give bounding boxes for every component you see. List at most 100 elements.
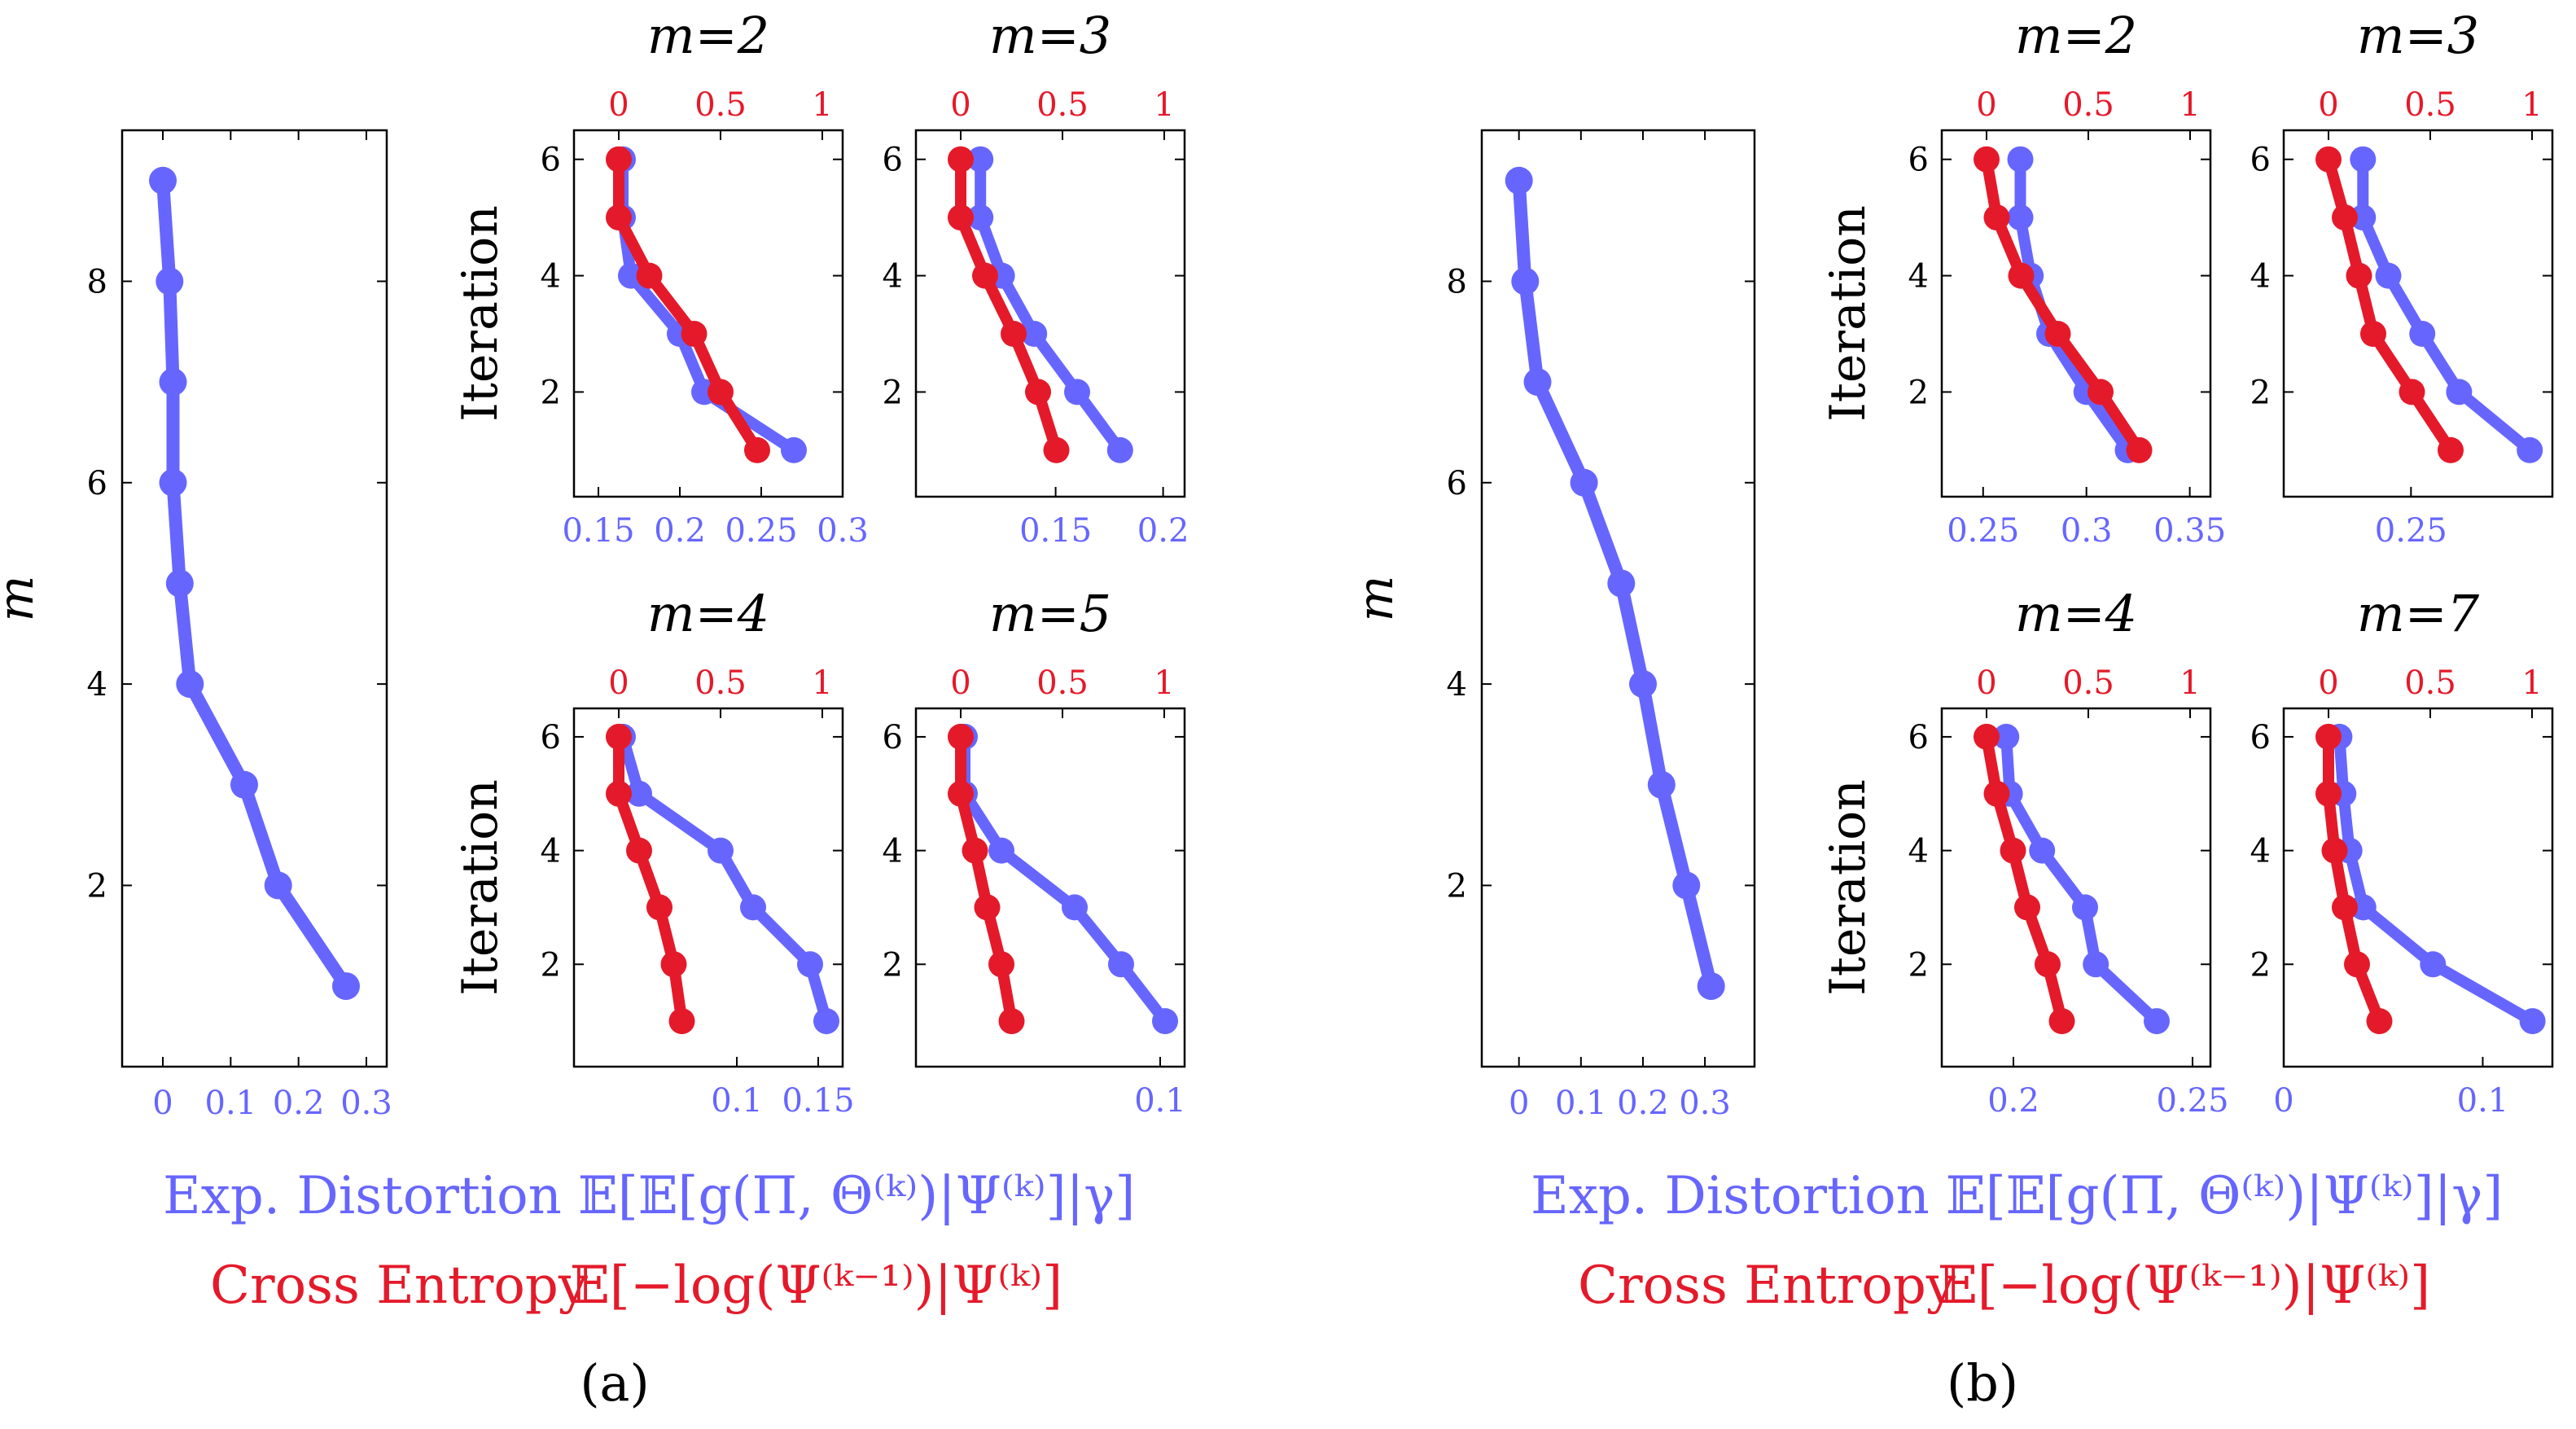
series-line (613, 153, 763, 456)
data-point (1647, 770, 1676, 799)
y-tick-label: 4 (883, 258, 903, 296)
x-bottom-tick-label: 0.15 (562, 512, 634, 550)
data-point (1505, 166, 1533, 195)
x-top-tick-label: 1 (812, 86, 832, 124)
data-point (1570, 468, 1598, 497)
data-point (2014, 894, 2040, 921)
data-point (972, 262, 998, 289)
subplot-title: m=2 (2015, 6, 2137, 65)
y-tick-label: 4 (2250, 833, 2271, 870)
y-tick-label: 2 (541, 374, 561, 411)
data-point (264, 871, 292, 900)
y-axis-label: Iteration (452, 779, 509, 996)
subplot-m-2: m=2 2 4 6 0.25 0.3 0.35 0 0.5 1 Iteration (1820, 6, 2226, 550)
subplot-title: m=7 (2357, 584, 2480, 643)
subplot-m-5: m=5 2 4 6 0.1 0 0.5 1 (883, 584, 1186, 1120)
y-tick-label: 6 (2250, 142, 2271, 179)
data-point (636, 262, 663, 289)
y-tick-label: 2 (541, 946, 561, 984)
data-point (2360, 321, 2386, 347)
data-point (948, 204, 974, 231)
x-top-tick-label: 0.5 (694, 86, 747, 124)
data-point (2000, 837, 2026, 864)
data-point (2332, 204, 2358, 231)
data-point (156, 267, 184, 296)
x-top-tick-label: 1 (1154, 86, 1174, 124)
data-point (2029, 837, 2056, 864)
data-point (2144, 1008, 2170, 1035)
y-tick-label: 4 (883, 833, 903, 870)
data-point (2519, 1008, 2546, 1035)
data-point (1025, 379, 1051, 405)
series-line (2000, 730, 2162, 1028)
data-point (2083, 951, 2109, 978)
y-tick-label: 2 (87, 867, 107, 905)
y-axis-label: m (1347, 576, 1404, 622)
data-point (1983, 780, 2010, 807)
data-point (2315, 780, 2342, 807)
data-point (1511, 267, 1540, 296)
data-point (1697, 972, 1725, 1001)
data-point (2366, 1008, 2393, 1035)
y-tick-label: 6 (2250, 719, 2271, 756)
data-point (2072, 894, 2098, 921)
data-point (606, 146, 632, 173)
data-point (1043, 436, 1070, 463)
data-point (149, 166, 177, 195)
data-point (165, 569, 194, 598)
x-bottom-tick-label: 0.1 (1134, 1082, 1186, 1120)
x-top-tick-label: 0 (950, 86, 970, 124)
data-point (1974, 146, 2000, 173)
data-point (2517, 436, 2543, 463)
y-axis-label: m (0, 576, 45, 622)
data-point (2420, 951, 2447, 978)
data-point (2346, 262, 2372, 289)
plot-frame (572, 129, 844, 498)
plot-frame (914, 129, 1186, 498)
series-line (2357, 153, 2536, 456)
data-point (176, 670, 204, 699)
y-tick-label: 2 (883, 374, 903, 411)
x-bottom-tick-label: 0.25 (1947, 512, 2019, 550)
data-point (781, 436, 807, 463)
data-point (2088, 379, 2114, 405)
y-tick-label: 2 (883, 946, 903, 984)
y-tick-label: 4 (1908, 258, 1929, 296)
data-point (606, 204, 632, 231)
data-point (2044, 321, 2071, 347)
data-point (681, 321, 708, 347)
y-tick-label: 8 (87, 263, 107, 300)
x-top-tick-label: 1 (2521, 664, 2542, 702)
y-tick-label: 2 (1908, 374, 1929, 411)
data-point (744, 436, 770, 463)
data-point (2007, 146, 2034, 173)
data-point (2332, 894, 2358, 921)
x-tick-label: 0.3 (1679, 1085, 1731, 1122)
y-tick-label: 2 (2250, 374, 2271, 411)
x-bottom-tick-label: 0.15 (1019, 512, 1092, 550)
x-bottom-tick-label: 0.15 (782, 1082, 854, 1120)
y-tick-label: 6 (87, 465, 107, 502)
x-bottom-tick-label: 0.2 (1987, 1082, 2039, 1120)
data-point (708, 837, 734, 864)
y-tick-label: 4 (87, 666, 107, 704)
data-point (2007, 204, 2034, 231)
x-tick-label: 0.3 (340, 1085, 392, 1122)
data-point (1108, 951, 1134, 978)
data-point (626, 837, 652, 864)
y-tick-label: 6 (541, 142, 561, 179)
data-point (740, 894, 766, 921)
y-tick-label: 6 (883, 719, 903, 756)
x-top-tick-label: 1 (2180, 664, 2200, 702)
data-point (1983, 204, 2010, 231)
x-bottom-tick-label: 0.25 (2156, 1082, 2228, 1120)
data-point (962, 837, 988, 864)
data-point (948, 780, 974, 807)
plot-frame (1480, 129, 1756, 1068)
subplot-m-3: m=3 2 4 6 0.15 0.2 0 0.5 1 (883, 6, 1189, 550)
data-point (2315, 146, 2342, 173)
panel-label: (b) (1947, 1353, 2018, 1413)
x-bottom-tick-label: 0.35 (2153, 512, 2226, 550)
x-top-tick-label: 0.5 (2404, 664, 2456, 702)
data-point (2035, 951, 2061, 978)
